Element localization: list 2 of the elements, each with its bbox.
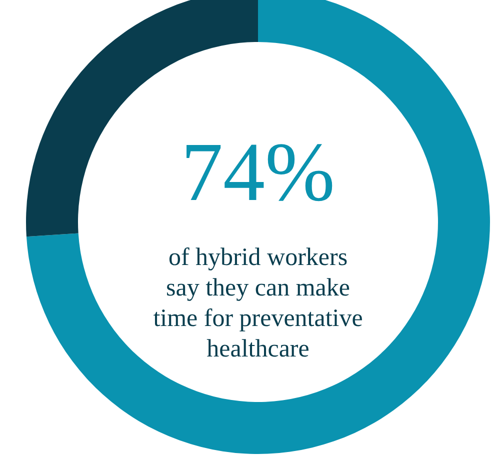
- text: of hybrid workers say they can make time for preventative healthcare: [153, 244, 363, 362]
- text: 74%: [181, 126, 335, 219]
